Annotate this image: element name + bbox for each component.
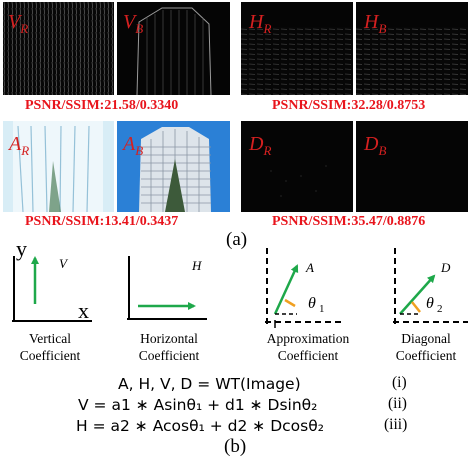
horizontal-coeff-result-image: HR — [241, 2, 353, 95]
horizontal-caption: Horizontal Coefficient — [138, 331, 200, 363]
metric-approximation: PSNR/SSIM:13.41/0.3437 — [25, 214, 179, 229]
diagonal-caption: Diagonal Coefficient — [395, 331, 457, 363]
vertical-texture — [3, 2, 114, 95]
panel-b-label: (b) — [224, 436, 247, 457]
v-label: V — [59, 256, 69, 271]
panel-a-label: (a) — [226, 229, 248, 250]
vertical-building-outline — [136, 7, 212, 95]
approx-coeff-blur-image: AB — [117, 121, 230, 212]
approximation-caption: Approximation Coefficient — [266, 331, 350, 363]
approx-arrow — [273, 264, 299, 315]
vertical-coeff-blur-image: VB — [117, 2, 230, 95]
horizontal-texture-b — [356, 27, 468, 95]
label-v-b: VB — [123, 11, 144, 36]
label-d-b: DB — [364, 133, 387, 158]
vertical-coeff-result-image: VR — [3, 2, 114, 95]
theta2-arc — [411, 301, 421, 313]
metric-horizontal: PSNR/SSIM:32.28/0.8753 — [272, 98, 426, 113]
theta1-arc — [284, 298, 296, 308]
equation-i-number: (i) — [392, 374, 407, 391]
diagonal-diagram: D θ 2 — [393, 248, 468, 324]
horizontal-diagram: H — [127, 256, 207, 320]
diagonal-coeff-blur-image: DB — [356, 121, 468, 212]
a-label: A — [305, 260, 314, 275]
equation-i: A, H, V, D = WT(Image) — [118, 375, 301, 393]
metric-vertical: PSNR/SSIM:21.58/0.3340 — [25, 98, 179, 113]
label-a-r: AR — [9, 133, 30, 158]
label-a-b: AB — [123, 133, 144, 158]
label-d-r: DR — [249, 133, 272, 158]
label-h-r: HR — [249, 11, 272, 36]
equation-iii-number: (iii) — [384, 416, 408, 433]
theta2-label: θ — [426, 295, 434, 312]
theta2-sub: 2 — [437, 303, 443, 315]
x-axis-label: x — [78, 298, 89, 323]
diagonal-coeff-result-image: DR — [241, 121, 353, 212]
vertical-caption: Vertical Coefficient — [19, 331, 81, 363]
diagonal-arrow — [399, 274, 436, 315]
approx-washed-building — [3, 121, 114, 212]
coefficient-diagrams: y x V H A θ 1 — [12, 236, 468, 328]
label-v-r: VR — [8, 11, 29, 36]
approximation-diagram: A θ 1 — [265, 248, 345, 328]
equation-ii-number: (ii) — [388, 395, 407, 412]
horizontal-texture — [241, 27, 353, 95]
approx-building-photo — [117, 121, 230, 212]
approx-coeff-result-image: AR — [3, 121, 114, 212]
horizontal-coeff-blur-image: HB — [356, 2, 468, 95]
vertical-diagram: y x V — [12, 236, 92, 323]
metric-diagonal: PSNR/SSIM:35.47/0.8876 — [272, 214, 426, 229]
theta1-label: θ — [308, 295, 316, 312]
diagonal-texture — [270, 165, 327, 197]
label-h-b: HB — [364, 11, 387, 36]
theta1-sub: 1 — [319, 303, 325, 315]
equation-iii: H = a2 ∗ Acosθ₁ + d2 ∗ Dcosθ₂ — [76, 417, 324, 435]
y-axis-label: y — [16, 236, 27, 261]
d-label: D — [440, 260, 451, 275]
h-label: H — [191, 258, 202, 273]
equation-ii: V = a1 ∗ Asinθ₁ + d1 ∗ Dsinθ₂ — [78, 396, 318, 414]
